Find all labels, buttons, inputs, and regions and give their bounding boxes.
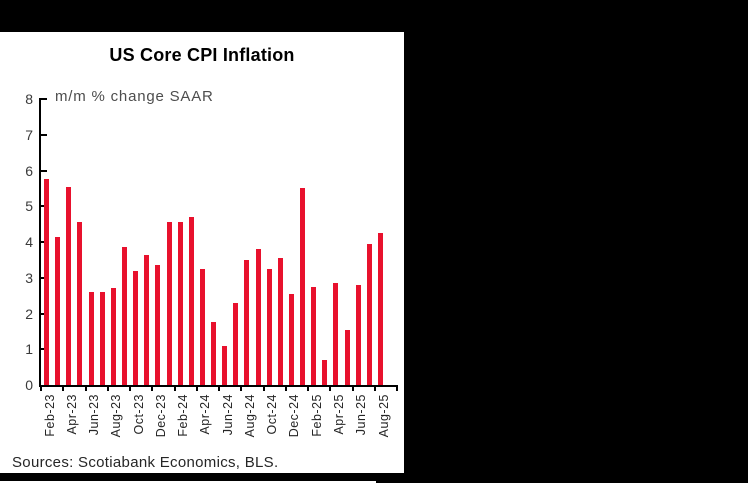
x-tick-label: Aug-24 (242, 394, 257, 438)
x-axis-tick (195, 387, 198, 391)
x-tick-label: Dec-24 (287, 394, 302, 438)
x-axis-tick (62, 387, 65, 391)
chart-card: US Core CPI Inflation m/m % change SAAR … (0, 32, 404, 477)
bar-May-25 (344, 329, 350, 385)
x-axis-tick (106, 387, 109, 391)
x-axis-tick (151, 387, 154, 391)
x-tick-label: Aug-25 (376, 394, 391, 438)
x-tick-label: Apr-23 (64, 394, 79, 435)
bar-Nov-24 (277, 258, 283, 385)
x-tick-label: Feb-23 (42, 394, 57, 437)
y-axis-tick (41, 241, 47, 243)
x-tick-label: Oct-24 (265, 394, 280, 435)
y-axis-tick (41, 205, 47, 208)
x-tick-label: Feb-24 (176, 394, 191, 437)
x-axis-tick (307, 387, 310, 391)
bar-Jan-25 (300, 188, 306, 385)
bar-Jun-23 (88, 292, 94, 385)
x-axis-tick (284, 387, 287, 391)
x-axis-tick (218, 387, 221, 391)
y-axis-label: 6 (25, 162, 33, 179)
bar-Aug-23 (110, 288, 116, 385)
x-axis (39, 385, 398, 387)
y-axis-tick (41, 98, 47, 100)
x-tick-label: Feb-25 (309, 394, 324, 437)
y-axis-label: 1 (25, 341, 33, 358)
y-axis-tick (41, 133, 47, 136)
y-axis (39, 98, 41, 387)
x-axis-tick (396, 387, 399, 391)
bar-Jun-24 (222, 345, 228, 385)
x-tick-label: Apr-24 (198, 394, 213, 435)
y-axis-label: 8 (25, 91, 33, 107)
bar-Mar-24 (188, 216, 194, 385)
x-tick-label: Jun-24 (220, 394, 235, 436)
bar-Aug-24 (244, 259, 250, 385)
x-axis-tick (262, 387, 265, 391)
x-tick-label: Dec-23 (153, 394, 168, 438)
y-axis-label: 5 (25, 198, 33, 215)
bar-Apr-24 (199, 268, 205, 385)
x-axis-tick (351, 387, 354, 391)
bar-Dec-23 (155, 265, 161, 385)
bar-Dec-24 (288, 293, 294, 385)
chart-subtitle: m/m % change SAAR (55, 88, 214, 105)
bar-Sep-23 (122, 247, 127, 385)
bar-Oct-24 (266, 268, 272, 385)
x-axis-tick (173, 387, 176, 391)
x-tick-label: Jun-25 (354, 394, 369, 436)
bar-Mar-25 (322, 359, 328, 385)
bar-Jul-24 (233, 302, 239, 385)
x-axis-tick (329, 387, 332, 391)
x-tick-label: Aug-23 (109, 394, 124, 438)
x-axis-tick (129, 387, 132, 391)
x-tick-label: Jun-23 (87, 394, 102, 436)
x-tick-label: Oct-23 (131, 394, 146, 435)
bar-May-23 (77, 222, 83, 385)
x-axis-tick (84, 387, 87, 391)
x-axis-tick (240, 387, 243, 391)
y-axis-label: 4 (25, 234, 33, 250)
bar-Jul-23 (99, 292, 105, 385)
bar-May-24 (211, 322, 217, 385)
bar-Feb-24 (177, 222, 183, 385)
y-axis-tick (41, 348, 47, 351)
x-tick-label: Apr-25 (331, 394, 346, 435)
y-axis-label: 0 (25, 377, 33, 393)
source-note: Sources: Scotiabank Economics, BLS. (12, 454, 279, 471)
bar-Jul-25 (366, 243, 372, 385)
y-axis-label: 7 (25, 126, 33, 143)
y-axis-tick (41, 276, 47, 279)
bar-Jan-24 (166, 222, 172, 385)
bar-Oct-23 (133, 270, 139, 385)
x-axis-tick (373, 387, 376, 391)
bar-Mar-23 (55, 236, 61, 385)
bar-Feb-25 (311, 286, 317, 385)
y-axis-label: 2 (25, 305, 33, 322)
y-axis-tick (41, 169, 47, 172)
x-axis-tick (40, 387, 42, 391)
chart-title: US Core CPI Inflation (109, 45, 295, 65)
bar-Apr-25 (333, 283, 339, 385)
bar-Feb-23 (44, 179, 50, 385)
y-axis-label: 3 (25, 269, 33, 286)
bar-Aug-25 (378, 233, 383, 385)
bar-Nov-23 (144, 254, 150, 385)
bar-Apr-23 (66, 186, 72, 385)
y-axis-tick (41, 312, 47, 315)
bar-Sep-24 (255, 249, 261, 385)
page-edge-sliver (0, 481, 376, 483)
bar-Jun-25 (355, 284, 361, 385)
